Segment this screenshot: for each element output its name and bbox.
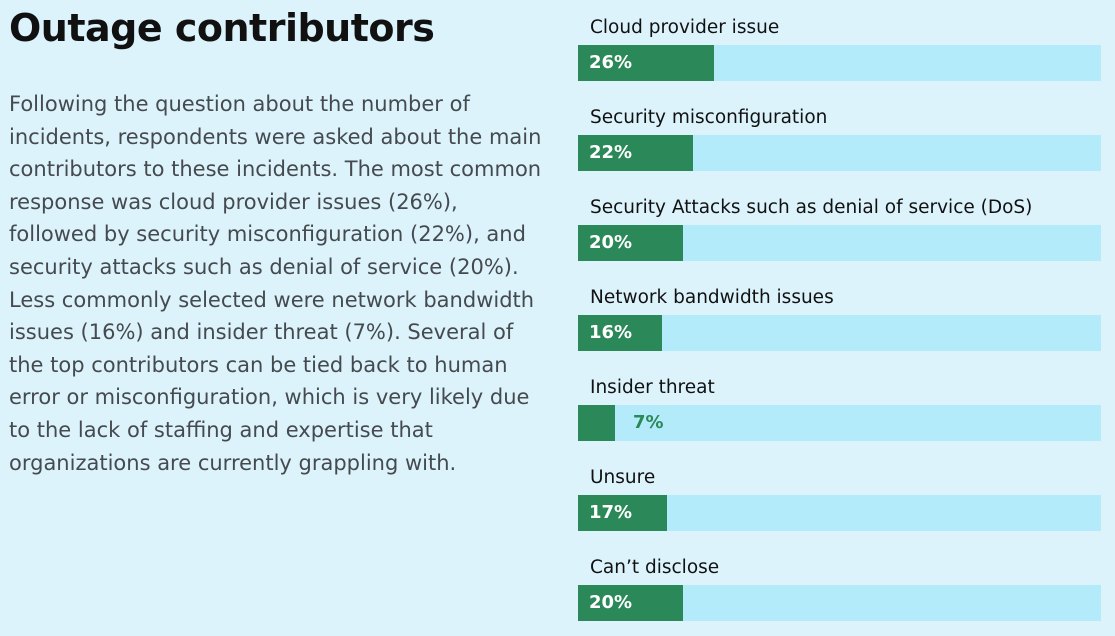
- bar-row: Security Attacks such as denial of servi…: [578, 180, 1101, 270]
- bar-value-label: 20%: [589, 232, 633, 253]
- bar-value-label: 26%: [589, 52, 633, 73]
- bar-track: 7%: [578, 405, 1101, 441]
- bar: [578, 135, 693, 171]
- bar: [578, 495, 667, 531]
- description-text: Following the question about the number …: [9, 92, 542, 475]
- bar: [578, 405, 615, 441]
- bar-track: 26%: [578, 45, 1101, 81]
- bar: [578, 585, 683, 621]
- bar-track: 17%: [578, 495, 1101, 531]
- bar-track: 16%: [578, 315, 1101, 351]
- bar-track: 20%: [578, 225, 1101, 261]
- bar-value-label: 16%: [589, 322, 633, 343]
- bar-value-label: 17%: [589, 502, 633, 523]
- outage-contributors-chart: Cloud provider issue 26% Security misconfi…: [578, 0, 1101, 636]
- bar-track: 22%: [578, 135, 1101, 171]
- bar-value-label: 20%: [589, 592, 633, 613]
- bar-category-label: Insider threat: [590, 377, 715, 398]
- bar-row: Cloud provider issue 26%: [578, 0, 1101, 90]
- bar-category-label: Cloud provider issue: [590, 17, 780, 38]
- bar-category-label: Can’t disclose: [590, 557, 720, 578]
- bar-category-label: Security misconfiguration: [590, 107, 828, 128]
- bar-category-label: Unsure: [590, 467, 656, 488]
- bar-value-label: 7%: [633, 412, 664, 433]
- bar-row: Unsure 17%: [578, 450, 1101, 540]
- bar-track: 20%: [578, 585, 1101, 621]
- bar: [578, 225, 683, 261]
- page-title: Outage contributors: [9, 6, 435, 50]
- bar: [578, 45, 714, 81]
- bar-category-label: Security Attacks such as denial of servi…: [590, 197, 1033, 218]
- bar-row: Security misconfiguration 22%: [578, 90, 1101, 180]
- bar-value-label: 22%: [589, 142, 633, 163]
- bar-row: Can’t disclose 20%: [578, 540, 1101, 630]
- bar-row: Insider threat 7%: [578, 360, 1101, 450]
- bar-row: Network bandwidth issues 16%: [578, 270, 1101, 360]
- bar-category-label: Network bandwidth issues: [590, 287, 834, 308]
- bar: [578, 315, 662, 351]
